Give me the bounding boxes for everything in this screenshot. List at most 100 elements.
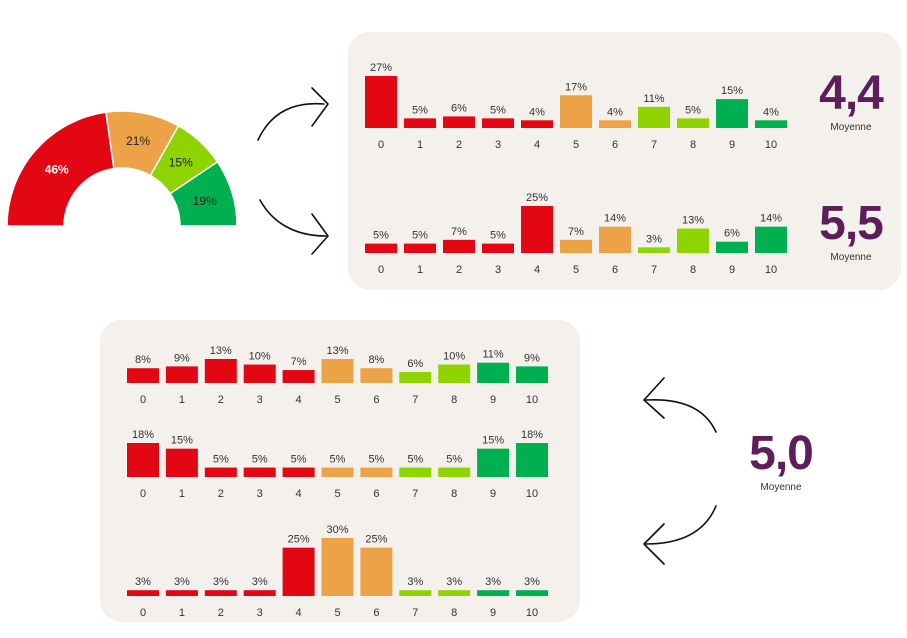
bar-value-label: 8% bbox=[135, 354, 151, 366]
average-bottom: 5,0 Moyenne bbox=[736, 427, 826, 494]
bar bbox=[482, 243, 514, 253]
bar-value-label: 5% bbox=[373, 230, 389, 242]
bar-value-label: 3% bbox=[485, 576, 501, 588]
x-tick-label: 5 bbox=[334, 394, 340, 406]
x-tick-label: 10 bbox=[526, 394, 538, 406]
bar-value-label: 13% bbox=[326, 345, 348, 357]
x-tick-label: 9 bbox=[490, 488, 496, 500]
bar bbox=[477, 448, 510, 477]
x-tick-label: 9 bbox=[490, 394, 496, 406]
bar bbox=[516, 443, 548, 477]
bar-value-label: 15% bbox=[482, 435, 504, 447]
average-value: 5,0 bbox=[749, 427, 814, 480]
bar bbox=[516, 366, 548, 383]
bar-value-label: 7% bbox=[451, 226, 467, 238]
x-tick-label: 8 bbox=[451, 607, 457, 619]
x-tick-label: 0 bbox=[140, 607, 146, 619]
x-tick-label: 8 bbox=[690, 264, 696, 276]
bar bbox=[360, 467, 393, 477]
x-tick-label: 6 bbox=[612, 139, 618, 151]
bar bbox=[755, 226, 787, 253]
bar bbox=[443, 239, 475, 253]
bar-value-label: 5% bbox=[252, 454, 268, 466]
bar bbox=[243, 467, 276, 477]
bar bbox=[282, 370, 315, 383]
arrow-right-up-icon bbox=[257, 102, 325, 141]
bar bbox=[443, 116, 475, 128]
bar-value-label: 11% bbox=[482, 349, 503, 361]
x-tick-label: 4 bbox=[296, 607, 302, 619]
bar-value-label: 25% bbox=[365, 534, 387, 546]
x-tick-label: 7 bbox=[412, 394, 418, 406]
average-value: 4,4 bbox=[819, 67, 884, 120]
x-tick-label: 9 bbox=[490, 607, 496, 619]
bar bbox=[399, 590, 432, 596]
bar bbox=[438, 590, 471, 596]
bar-value-label: 13% bbox=[682, 215, 704, 227]
x-tick-label: 10 bbox=[765, 264, 777, 276]
bar bbox=[204, 590, 237, 596]
x-tick-label: 6 bbox=[373, 607, 379, 619]
bar bbox=[521, 206, 553, 253]
x-tick-label: 5 bbox=[334, 607, 340, 619]
x-tick-label: 6 bbox=[373, 394, 379, 406]
bar-value-label: 15% bbox=[171, 435, 193, 447]
gauge-slice bbox=[6, 111, 115, 227]
bar bbox=[321, 467, 354, 477]
x-tick-label: 7 bbox=[651, 264, 657, 276]
bar bbox=[404, 118, 436, 128]
bar-value-label: 13% bbox=[210, 345, 232, 357]
x-tick-label: 0 bbox=[378, 139, 384, 151]
bar-value-label: 3% bbox=[213, 576, 229, 588]
x-tick-label: 0 bbox=[140, 488, 146, 500]
bar bbox=[399, 467, 432, 477]
bar-value-label: 3% bbox=[446, 576, 462, 588]
bar bbox=[321, 359, 354, 383]
x-tick-label: 2 bbox=[218, 394, 224, 406]
bar bbox=[638, 247, 670, 253]
gauge-slice-label: 46% bbox=[45, 162, 69, 176]
x-tick-label: 5 bbox=[334, 488, 340, 500]
bar-value-label: 14% bbox=[760, 213, 782, 225]
bar bbox=[243, 590, 276, 596]
bar-value-label: 5% bbox=[412, 230, 428, 242]
bar-value-label: 14% bbox=[604, 213, 626, 225]
bar bbox=[638, 106, 670, 128]
bar-value-label: 5% bbox=[291, 454, 307, 466]
bar bbox=[677, 228, 709, 253]
bar-value-label: 3% bbox=[252, 576, 268, 588]
x-tick-label: 5 bbox=[573, 139, 579, 151]
bar-value-label: 5% bbox=[490, 104, 506, 116]
average-label: Moyenne bbox=[830, 122, 872, 133]
gauge-slice-label: 19% bbox=[193, 194, 217, 208]
average-value: 5,5 bbox=[819, 197, 884, 250]
x-tick-label: 8 bbox=[690, 139, 696, 151]
x-tick-label: 10 bbox=[526, 488, 538, 500]
bar-value-label: 10% bbox=[443, 351, 465, 363]
x-tick-label: 10 bbox=[526, 607, 538, 619]
bar bbox=[127, 368, 159, 383]
x-tick-label: 4 bbox=[296, 394, 302, 406]
bar bbox=[127, 443, 159, 477]
x-tick-label: 1 bbox=[417, 139, 423, 151]
x-tick-label: 9 bbox=[729, 264, 735, 276]
bar bbox=[716, 241, 748, 253]
x-tick-label: 6 bbox=[373, 488, 379, 500]
bar-value-label: 18% bbox=[132, 429, 154, 441]
bar-value-label: 18% bbox=[521, 429, 543, 441]
bar bbox=[204, 467, 237, 477]
bar-value-label: 3% bbox=[174, 576, 190, 588]
bar-value-label: 17% bbox=[565, 81, 587, 93]
bar-value-label: 5% bbox=[412, 104, 428, 116]
bar-value-label: 5% bbox=[368, 454, 384, 466]
arrow-left-down-icon bbox=[645, 505, 717, 545]
bar-value-label: 5% bbox=[330, 454, 346, 466]
bar bbox=[516, 590, 548, 596]
gauge-slice-label: 21% bbox=[126, 134, 150, 148]
bar-value-label: 3% bbox=[646, 233, 662, 245]
bar-value-label: 9% bbox=[174, 352, 190, 364]
bar-value-label: 4% bbox=[763, 106, 779, 118]
bar-value-label: 10% bbox=[249, 351, 271, 363]
